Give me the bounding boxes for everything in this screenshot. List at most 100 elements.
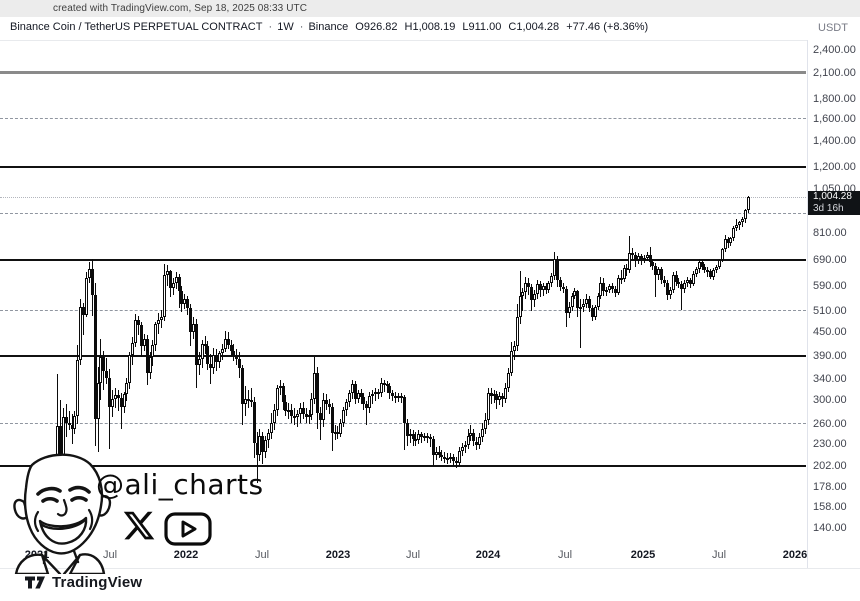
level-line [0,423,806,425]
candle [437,451,441,455]
candle [119,397,123,407]
price-tick-label: 230.00 [813,438,847,451]
time-axis[interactable]: 2021Jul2022Jul2023Jul2024Jul2025Jul2026 [0,545,807,568]
candle [564,289,568,314]
candle [489,393,493,397]
price-axis[interactable]: USDT 1,004.28 3d 16h 2,400.00 2,100.00 1,8… [808,0,860,568]
chart-pane[interactable] [0,0,807,545]
time-axis-month-label: Jul [405,549,421,561]
header-divider [0,40,860,41]
candle-wick [470,425,472,441]
candle [99,356,103,383]
candle [608,286,612,291]
candle [243,398,247,405]
candle [209,363,213,369]
price-tick-label: 158.00 [813,501,847,514]
candle [735,224,739,228]
candle-wick [166,265,168,287]
candle [515,316,519,347]
time-axis-year-label: 2022 [173,549,199,561]
candle-wick [496,391,498,409]
candle [584,299,588,304]
candle [720,249,724,261]
candle [102,356,106,371]
candle [261,435,265,452]
candle [64,417,68,423]
candle [168,271,172,289]
ohlc-high: H1,008.19 [404,21,456,33]
candle [183,298,187,304]
candle-wick [655,262,657,298]
candle [691,273,695,284]
candle-wick [429,434,431,448]
candle [576,291,580,308]
analyst-watermark: @ali_charts [0,448,300,578]
symbol-name[interactable]: Binance Coin / TetherUS PERPETUAL CONTRA… [10,21,263,33]
candle [602,282,606,292]
candle [206,346,210,364]
candle [290,410,294,417]
candle [359,393,363,397]
candle [408,434,412,437]
candle [622,267,626,279]
exchange: Binance [308,21,349,33]
interval[interactable]: 1W [277,21,294,33]
price-axis-divider [807,40,808,568]
candle-wick [681,281,683,310]
candle [313,372,317,399]
price-tick-label: 300.00 [813,393,847,406]
candle [657,269,661,275]
candle [414,438,418,441]
candle [339,422,343,434]
candle [712,269,716,278]
candle [553,259,557,276]
candle [449,456,453,459]
candle [746,196,750,211]
candle [613,288,617,294]
candle [501,396,505,400]
candle [293,416,297,419]
candle [336,431,340,434]
candle [160,316,164,321]
candle [353,383,357,399]
candle [394,396,398,399]
candle [215,354,219,362]
candle [391,393,395,397]
candle [703,266,707,270]
candle [212,354,216,369]
candle [382,382,386,385]
candle [131,343,135,355]
candle [483,419,487,430]
candle [105,371,109,378]
candle [194,323,198,366]
candle [108,377,112,407]
candle [330,406,334,434]
candle [371,394,375,397]
candle [200,344,204,360]
candle [715,267,719,270]
attribution-bar: created with TradingView.com, Sep 18, 20… [0,0,860,17]
candle [145,338,149,373]
candle [405,422,409,436]
ohlc-open: O926.82 [355,21,398,33]
face-illustration [13,453,112,574]
candle [426,435,430,438]
candle [417,434,421,441]
price-tick-label: 1,200.00 [813,160,856,173]
symbol-header[interactable]: Binance Coin / TetherUS PERPETUAL CONTRA… [10,21,652,37]
candle [113,395,117,399]
candle [125,382,129,395]
candle [116,395,120,398]
candle [686,279,690,284]
candle [295,413,299,418]
candle [521,291,525,297]
candle [480,429,484,437]
candle [82,307,86,315]
candle [85,278,89,315]
candle [235,355,239,360]
candle [596,295,600,308]
candle [457,451,461,463]
candle [741,219,745,223]
ohlc-close: C1,004.28 [508,21,560,33]
candle [287,410,291,413]
